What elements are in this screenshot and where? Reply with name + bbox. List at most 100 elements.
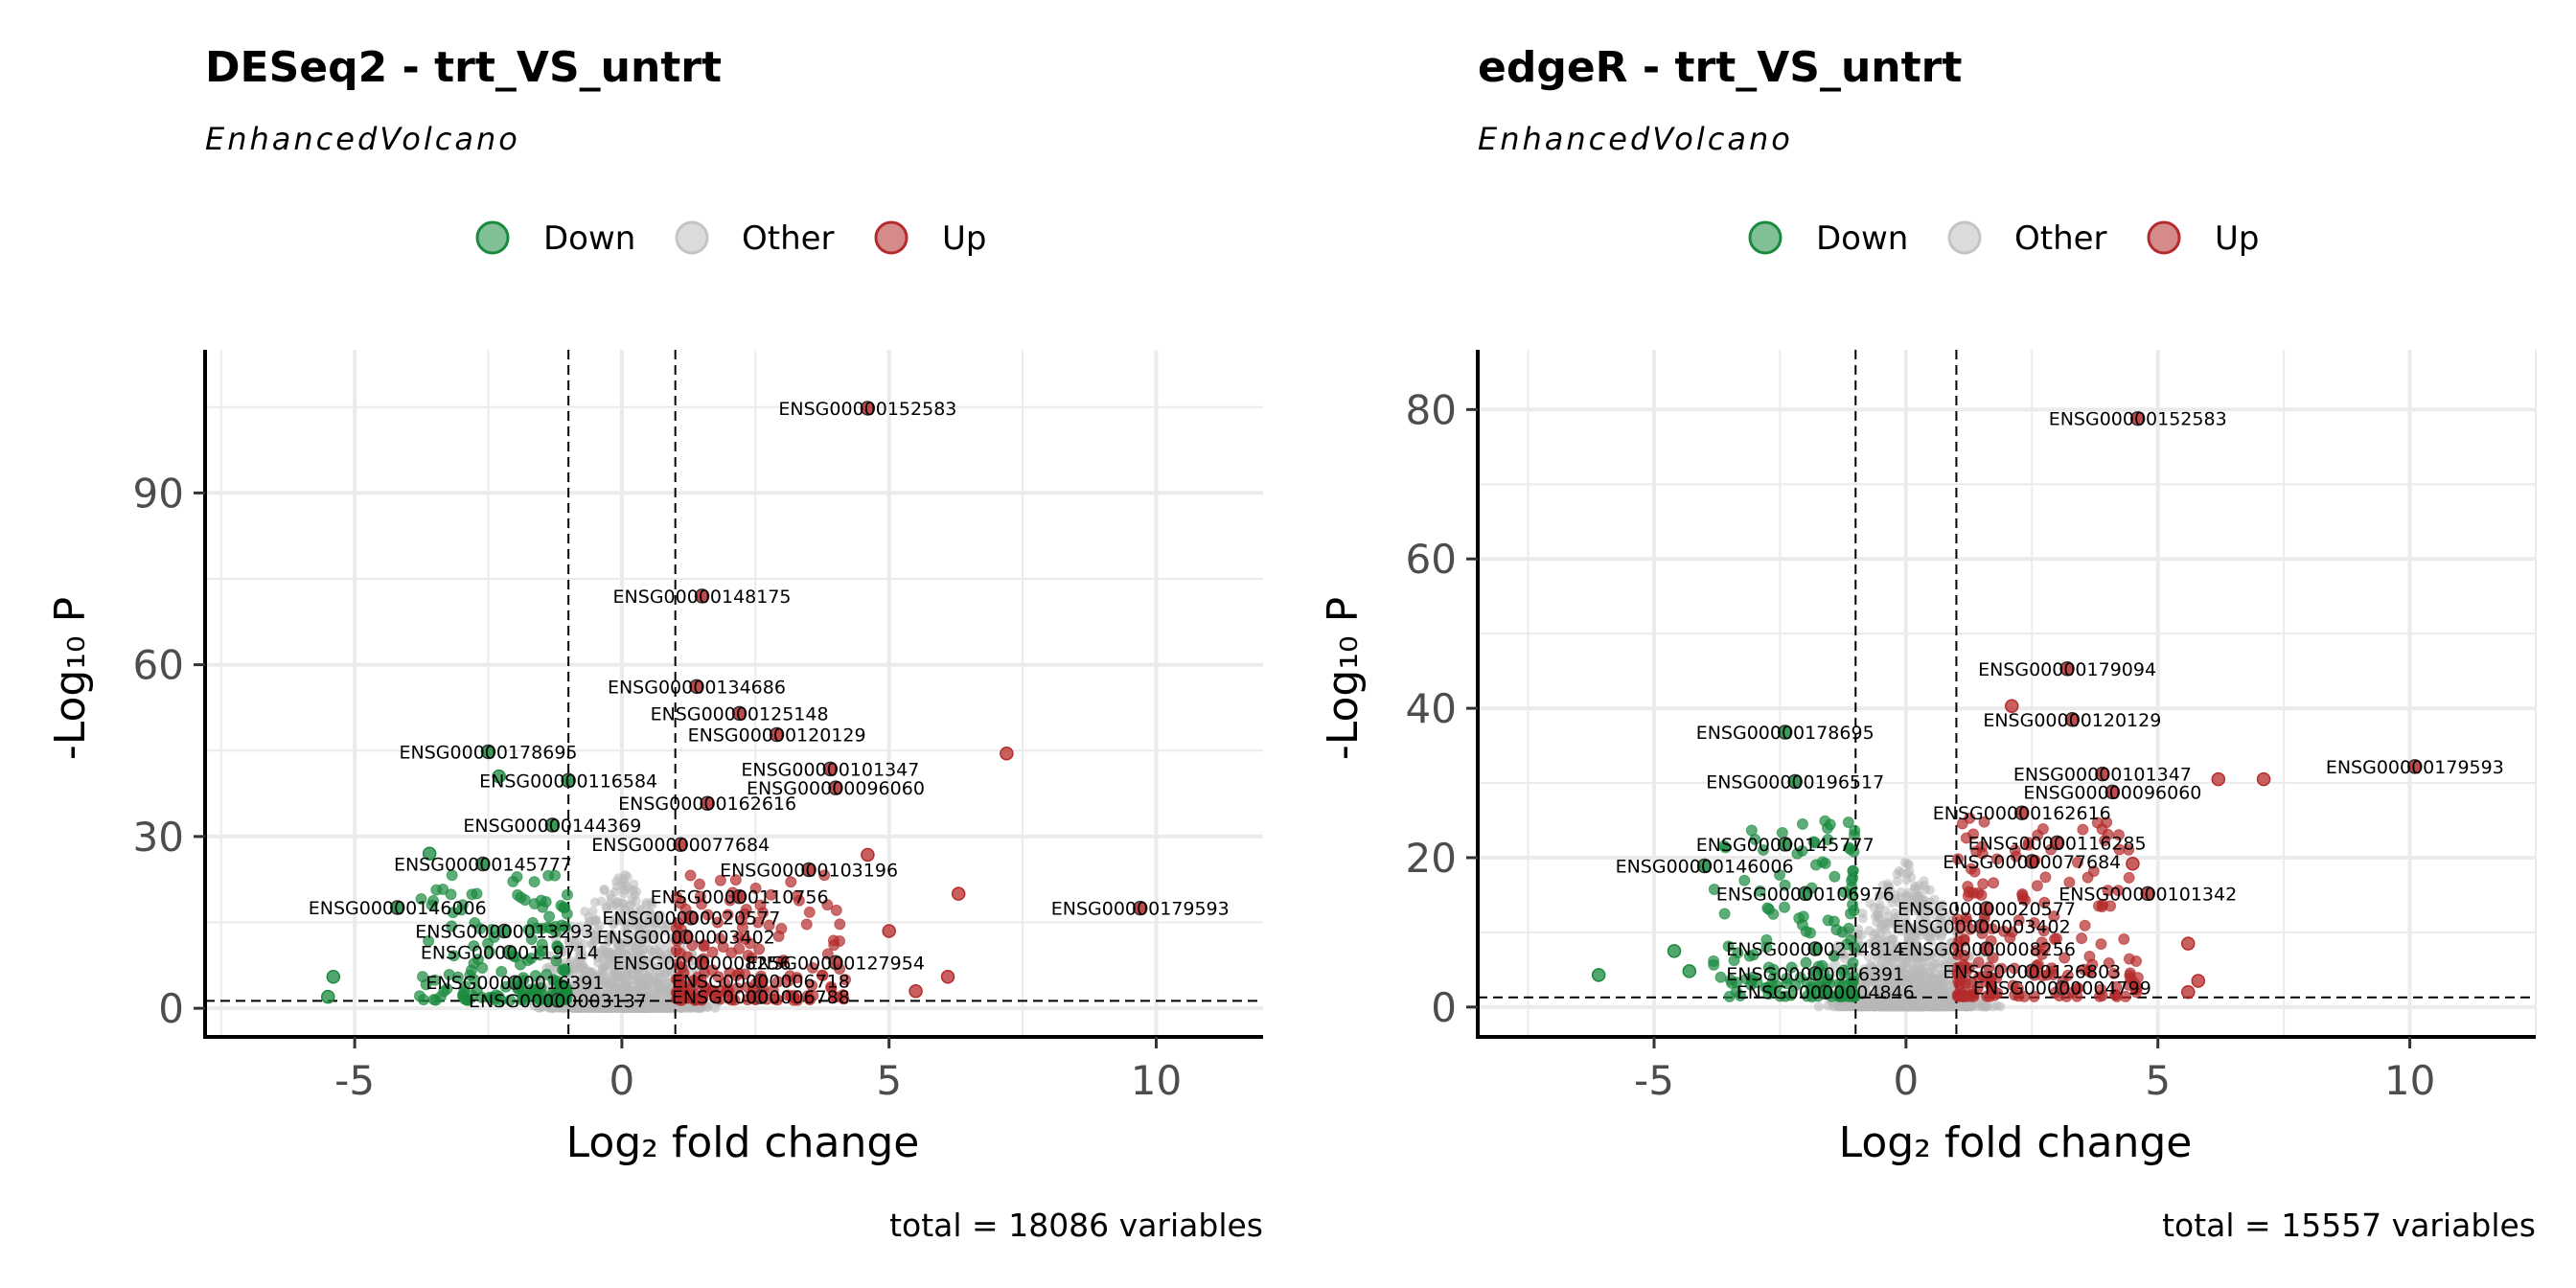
other-point <box>1900 912 1911 923</box>
labeled-gene-point <box>2059 661 2075 677</box>
up-point <box>2037 925 2050 937</box>
other-point <box>1878 1001 1889 1012</box>
up-point <box>1981 990 1993 1002</box>
gene-label: ENSG00000077684 <box>1943 852 2121 873</box>
down-point <box>1801 977 1813 989</box>
other-point <box>1902 859 1913 869</box>
down-point <box>517 991 529 1003</box>
other-point <box>1917 957 1927 968</box>
gene-label: ENSG00000077684 <box>591 835 770 856</box>
gene-label: ENSG00000178695 <box>1696 723 1874 744</box>
other-point <box>632 930 643 940</box>
down-point <box>555 899 567 911</box>
up-point <box>882 924 896 938</box>
up-point <box>678 967 690 979</box>
labeled-gene-point <box>2024 963 2040 979</box>
down-point <box>1800 926 1812 938</box>
down-point <box>1834 983 1847 996</box>
down-point <box>428 974 441 986</box>
down-point <box>1843 990 1855 1002</box>
down-point <box>1819 858 1831 870</box>
up-point <box>2082 871 2094 884</box>
labeled-gene-point <box>2104 784 2121 800</box>
labeled-gene-point <box>1817 984 1833 1000</box>
up-point <box>722 908 734 921</box>
x-tick-label: 0 <box>1893 1057 1919 1104</box>
other-point <box>1980 1001 1990 1012</box>
legend-down-label: Down <box>543 219 635 258</box>
x-tick-label: 5 <box>876 1057 902 1104</box>
up-point <box>681 984 694 997</box>
up-point <box>1957 990 1969 1002</box>
other-point <box>1892 876 1902 886</box>
gene-label: ENSG00000120129 <box>688 725 866 747</box>
up-point <box>696 898 708 910</box>
up-point <box>2038 942 2051 954</box>
other-point <box>1942 922 1952 932</box>
up-point <box>2102 885 2114 897</box>
down-point <box>1849 941 1861 954</box>
up-point <box>714 874 726 886</box>
up-point <box>2126 856 2140 871</box>
labeled-gene-point <box>694 954 710 971</box>
other-point <box>1874 889 1885 900</box>
x-axis-title: Log₂ fold change <box>566 1118 920 1167</box>
other-point <box>1935 942 1945 953</box>
other-point <box>1992 1000 2003 1011</box>
other-point <box>1875 973 1886 983</box>
labeled-gene-point <box>2064 712 2081 727</box>
up-point <box>1952 853 1965 865</box>
gene-label: ENSG00000145777 <box>394 855 572 876</box>
up-point <box>940 970 955 984</box>
down-point <box>1591 968 1606 982</box>
down-point <box>471 887 483 900</box>
other-point <box>615 915 626 926</box>
gene-label: ENSG00000126803 <box>1943 961 2121 982</box>
labeled-gene-point <box>550 993 565 1008</box>
up-point <box>800 918 813 931</box>
legend: Down Other Up <box>475 219 986 258</box>
gene-label: ENSG00000003137 <box>469 991 647 1012</box>
other-point <box>1928 986 1939 997</box>
gene-label: ENSG00000096060 <box>747 778 925 799</box>
down-point <box>459 980 472 993</box>
other-point <box>605 934 615 945</box>
up-point <box>840 974 852 986</box>
up-point <box>2058 952 2071 964</box>
down-point <box>1708 958 1720 971</box>
up-point <box>2103 957 2115 970</box>
labeled-gene-point <box>502 944 518 960</box>
other-point <box>1858 987 1869 998</box>
labeled-gene-point <box>1777 837 1793 852</box>
up-point <box>2016 889 2029 902</box>
other-point <box>633 939 644 950</box>
other-point <box>1891 975 1901 985</box>
y-tick-label: 0 <box>158 985 184 1032</box>
gene-label: ENSG00000146006 <box>309 898 487 919</box>
other-point <box>1864 926 1874 936</box>
gene-label: ENSG00000162616 <box>1933 803 2111 824</box>
other-point <box>1903 947 1914 957</box>
down-point <box>437 883 449 895</box>
up-point <box>2022 839 2035 851</box>
labeled-gene-point <box>544 817 561 833</box>
down-point <box>540 968 553 980</box>
down-point <box>543 910 556 923</box>
up-point <box>711 916 724 929</box>
other-point <box>626 909 636 920</box>
up-point <box>2072 982 2084 995</box>
y-tick-label: 30 <box>133 814 184 861</box>
other-point <box>1869 903 1879 913</box>
down-point <box>1714 971 1727 983</box>
down-point <box>448 950 460 962</box>
other-point <box>1870 979 1880 990</box>
labeled-gene-point <box>694 588 710 604</box>
other-point <box>599 1001 610 1012</box>
other-point <box>1902 903 1913 913</box>
up-point <box>1967 828 1980 840</box>
up-point <box>2009 844 2021 857</box>
up-point <box>2076 932 2088 945</box>
other-point <box>1883 949 1894 959</box>
other-point <box>649 911 659 922</box>
gene-label: ENSG00000120129 <box>1983 710 2161 731</box>
